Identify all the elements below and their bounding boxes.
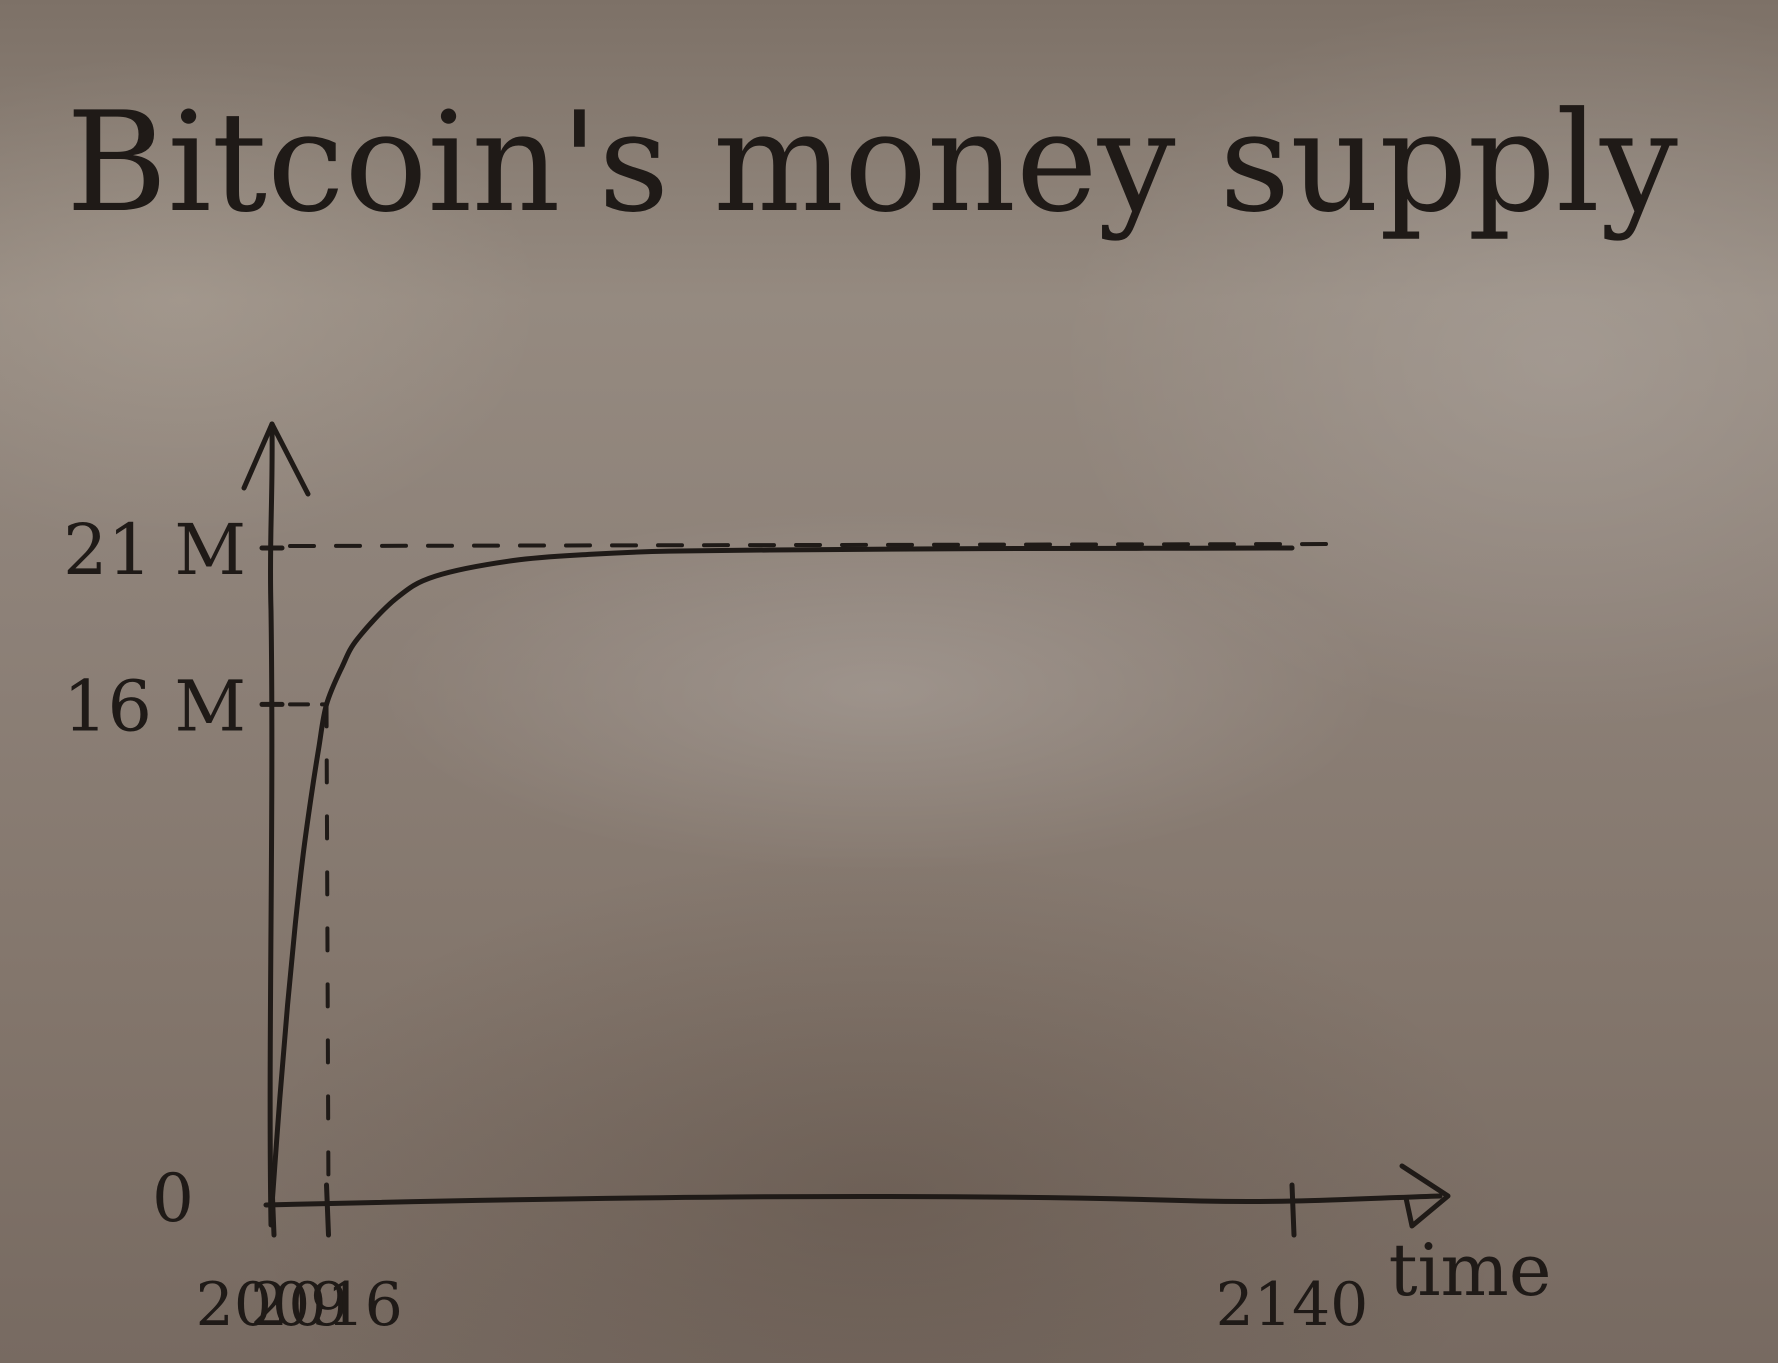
x-tick-label: 2009 xyxy=(196,1270,349,1340)
y-tick-label: 0 xyxy=(152,1160,194,1237)
money-supply-line xyxy=(269,545,1295,1208)
x-tick-mark xyxy=(1289,1182,1297,1238)
x-axis-label: time xyxy=(1389,1228,1552,1312)
reference-lines xyxy=(288,542,1340,1205)
chart-axes xyxy=(241,421,1451,1229)
x-tick-mark xyxy=(324,1182,332,1238)
y-axis-line xyxy=(267,421,275,1228)
x-tick-label: 2140 xyxy=(1216,1270,1369,1340)
x-tick-mark xyxy=(269,1182,277,1238)
chart-title: Bitcoin's money supply xyxy=(66,82,1678,243)
y-tick-label: 21 M xyxy=(63,509,246,591)
x-tick-label: 2016 xyxy=(250,1270,403,1340)
y-axis-ticks: 0 16 M 21 M xyxy=(63,509,285,1237)
x-axis-arrowhead xyxy=(1399,1163,1451,1229)
dashed-reference-line xyxy=(288,542,1340,548)
x-axis-line xyxy=(263,1193,1443,1208)
y-axis-arrowhead xyxy=(241,421,311,497)
y-tick-label: 16 M xyxy=(63,665,246,747)
dashed-reference-line xyxy=(324,702,331,1205)
money-supply-curve xyxy=(269,545,1295,1208)
